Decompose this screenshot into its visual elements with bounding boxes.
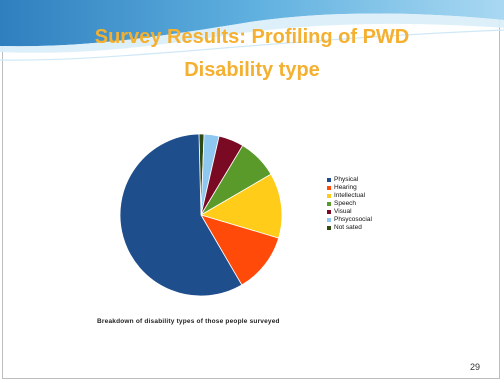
legend-item-visual: Visual <box>327 208 372 216</box>
header-wave-decoration <box>0 0 504 61</box>
chart-area <box>68 121 430 299</box>
pie-slice-hearing <box>200 214 280 286</box>
legend-swatch <box>327 218 331 222</box>
legend-swatch <box>327 202 331 206</box>
pie-slice-intellectual <box>199 173 283 239</box>
pie-chart <box>119 133 283 297</box>
legend-item-hearing: Hearing <box>327 184 372 192</box>
legend-swatch <box>327 226 331 230</box>
pie-slice-physical <box>119 133 243 297</box>
legend-item-phsycosocial: Phsycosocial <box>327 216 372 224</box>
legend-label: Phsycosocial <box>334 216 372 223</box>
legend-label: Visual <box>334 208 352 215</box>
chart-caption: Breakdown of disability types of those p… <box>97 318 280 325</box>
slide-title: Survey Results: Profiling of PWD <box>94 26 410 48</box>
legend-label: Hearing <box>334 184 357 191</box>
slide-subtitle: Disability type <box>184 59 320 81</box>
page-number: 29 <box>470 362 481 372</box>
legend-label: Speech <box>334 200 357 207</box>
legend-item-physical: Physical <box>327 176 372 184</box>
legend-swatch <box>327 186 331 190</box>
legend-item-not-sated: Not sated <box>327 224 372 232</box>
legend-swatch <box>327 194 331 198</box>
legend-swatch <box>327 178 331 182</box>
legend-label: Physical <box>334 176 359 183</box>
chart-legend: Physical Hearing Intellectual Speech Visual P… <box>327 176 372 232</box>
legend-item-speech: Speech <box>327 200 372 208</box>
legend-item-intellectual: Intellectual <box>327 192 372 200</box>
legend-swatch <box>327 210 331 214</box>
legend-label: Not sated <box>334 224 362 231</box>
legend-label: Intellectual <box>334 192 366 199</box>
